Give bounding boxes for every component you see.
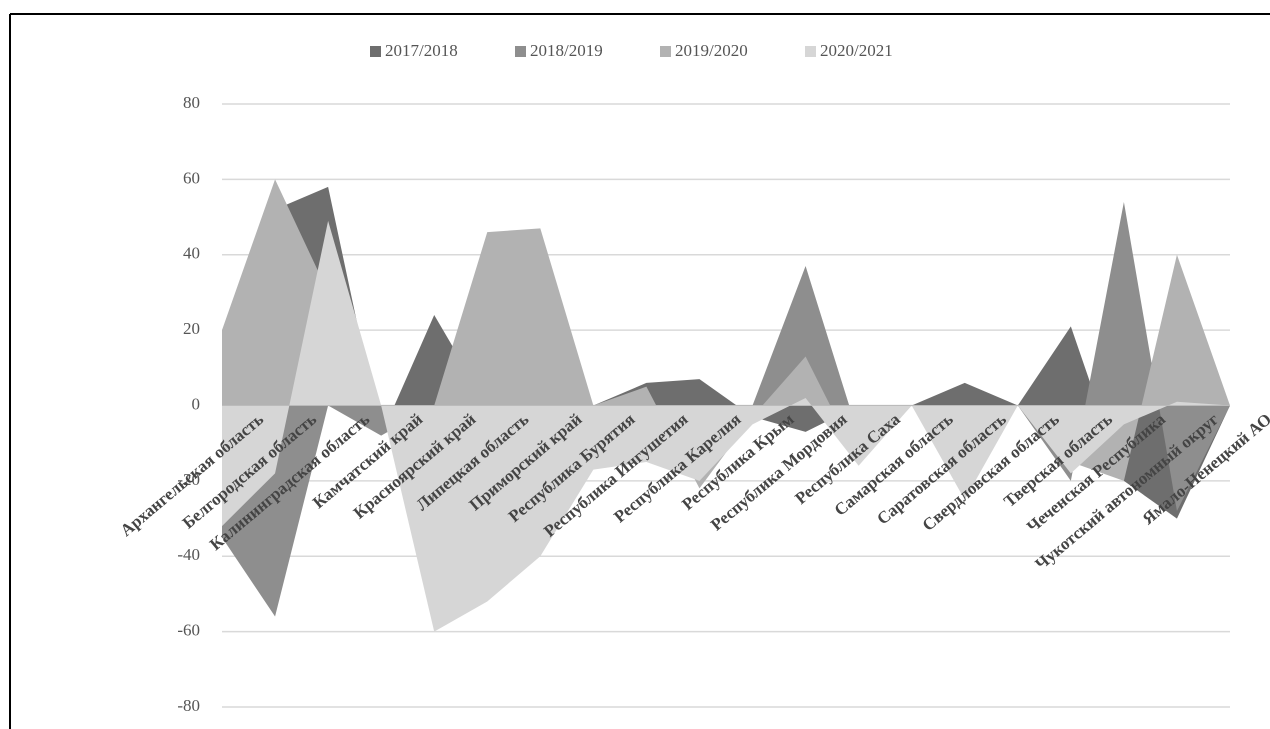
legend-label: 2017/2018 xyxy=(385,41,458,60)
legend-label: 2020/2021 xyxy=(820,41,893,60)
legend-swatch xyxy=(370,46,381,57)
y-tick-label: 80 xyxy=(183,93,200,112)
legend-label: 2018/2019 xyxy=(530,41,603,60)
y-tick-label: -80 xyxy=(177,696,200,715)
y-tick-label: 20 xyxy=(183,319,200,338)
area xyxy=(222,186,1230,519)
legend-swatch xyxy=(660,46,671,57)
area xyxy=(222,220,1230,632)
y-tick-label: -40 xyxy=(177,545,200,564)
legend-swatch xyxy=(515,46,526,57)
y-tick-label: 60 xyxy=(183,168,200,187)
y-tick-label: 40 xyxy=(183,244,200,263)
legend-label: 2019/2020 xyxy=(675,41,748,60)
y-tick-label: 0 xyxy=(192,394,201,413)
y-tick-label: -20 xyxy=(177,470,200,489)
legend-swatch xyxy=(805,46,816,57)
y-tick-label: -60 xyxy=(177,621,200,640)
